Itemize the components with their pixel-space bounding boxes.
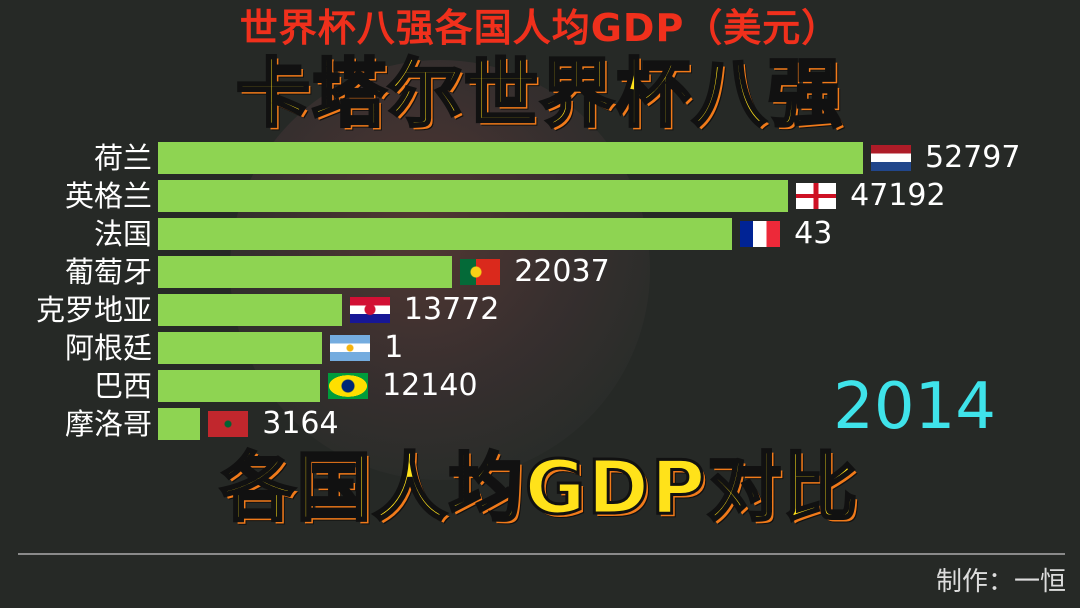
value-label: 43 (794, 216, 833, 251)
value-label: 52797 (925, 140, 1021, 175)
value-label: 3164 (262, 406, 339, 441)
category-label: 阿根廷 (64, 331, 152, 365)
argentina-flag-icon (330, 335, 371, 361)
bar-1 (158, 180, 789, 212)
chart-title: 世界杯八强各国人均GDP（美元） (239, 6, 841, 50)
value-label: 22037 (514, 254, 610, 289)
value-label: 13772 (403, 292, 500, 327)
morocco-flag-icon (208, 411, 249, 437)
value-label: 47192 (850, 178, 946, 213)
bar-4 (158, 294, 342, 326)
category-label: 英格兰 (64, 179, 152, 213)
category-label: 葡萄牙 (64, 255, 152, 289)
bar-7 (158, 408, 201, 440)
bar-5 (158, 332, 323, 364)
bar-0 (158, 142, 863, 174)
category-label: 摩洛哥 (64, 407, 152, 441)
croatia-flag-icon (349, 297, 390, 323)
bar-3 (158, 256, 453, 288)
france-flag-icon (740, 221, 781, 247)
category-label: 荷兰 (93, 141, 152, 175)
value-label: 1 (384, 330, 404, 365)
overlay-title-line1: 卡塔尔世界杯八强 (235, 51, 844, 137)
value-label: 12140 (382, 368, 478, 403)
credit-text: 制作：一恒 (935, 567, 1066, 597)
category-label: 巴西 (93, 369, 152, 403)
divider (18, 553, 1065, 555)
overlay-title-line2: 各国人均GDP对比 (219, 445, 860, 531)
portugal-flag-icon (460, 259, 501, 285)
category-label: 法国 (93, 217, 152, 251)
bar-2 (158, 218, 733, 250)
brazil-flag-icon (328, 373, 369, 399)
category-label: 克罗地亚 (35, 293, 152, 327)
year-label: 2014 (833, 370, 996, 444)
england-flag-icon (796, 183, 837, 209)
bar-6 (158, 370, 321, 402)
netherlands-flag-icon (871, 145, 911, 171)
